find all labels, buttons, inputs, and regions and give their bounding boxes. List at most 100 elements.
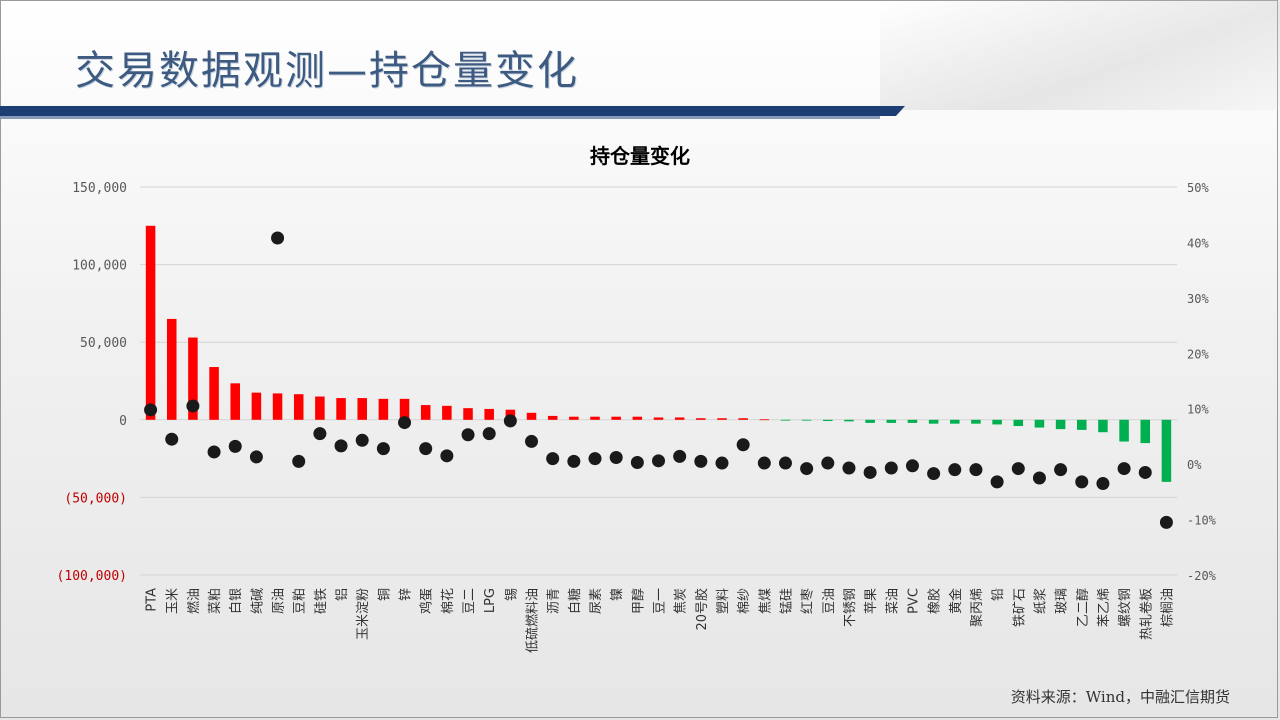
bar xyxy=(886,419,897,423)
bar xyxy=(1140,419,1151,444)
x-tick-label: 白银 xyxy=(228,588,244,614)
bar xyxy=(209,367,219,420)
decorative-background xyxy=(880,0,1280,110)
gridlines xyxy=(140,186,1177,576)
x-tick-label: 棕榈油 xyxy=(1160,588,1175,627)
bar xyxy=(632,416,643,420)
marker-point xyxy=(1032,471,1046,485)
marker-point xyxy=(144,403,158,417)
bar xyxy=(759,419,770,421)
marker-point xyxy=(165,432,179,446)
chart-title: 持仓量变化 xyxy=(590,144,690,168)
x-tick-label: 不锈钢 xyxy=(843,588,858,627)
marker-point xyxy=(630,455,644,469)
marker-point xyxy=(969,463,983,477)
marker-point xyxy=(927,467,941,481)
x-tick-label: 豆二 xyxy=(462,588,477,614)
bar xyxy=(1119,419,1129,442)
y2-tick-label: 0% xyxy=(1187,458,1202,472)
marker-point xyxy=(1075,475,1089,489)
y2-tick-label: -20% xyxy=(1187,569,1217,583)
bar xyxy=(399,398,410,420)
x-tick-label: LPG xyxy=(483,588,498,613)
marker-point xyxy=(673,449,687,463)
x-tick-label: 铁矿石 xyxy=(1012,588,1027,627)
marker-point xyxy=(715,456,729,470)
marker-point xyxy=(1138,465,1152,479)
x-tick-label: 聚丙烯 xyxy=(970,588,985,627)
x-tick-label: 菜粕 xyxy=(208,588,223,614)
x-tick-label: 红枣 xyxy=(800,588,816,614)
marker-point xyxy=(271,231,285,245)
x-tick-label: 尿素 xyxy=(589,588,604,614)
x-tick-label: 苹果 xyxy=(864,588,879,614)
bar xyxy=(1161,419,1172,482)
bar xyxy=(928,419,939,424)
x-tick-label: 棉花 xyxy=(440,588,456,614)
x-tick-label: 锌 xyxy=(399,588,414,601)
bar xyxy=(590,416,600,420)
x-tick-label: 豆一 xyxy=(653,588,668,614)
x-tick-label: PTA xyxy=(145,588,160,612)
marker-point xyxy=(990,475,1004,489)
x-tick-label: 沥青 xyxy=(547,588,562,614)
x-tick-label: 苯乙烯 xyxy=(1097,588,1112,627)
x-tick-label: 20号胶 xyxy=(694,588,710,631)
bar xyxy=(145,225,156,420)
marker-point xyxy=(1117,462,1131,476)
bar xyxy=(230,383,240,420)
marker-point xyxy=(334,439,348,453)
title-underline-bar xyxy=(0,106,905,116)
x-tick-label: 镍 xyxy=(610,588,625,601)
marker-point xyxy=(249,450,263,464)
x-tick-label: 甲醇 xyxy=(630,588,646,614)
x-tick-label: 纸浆 xyxy=(1033,588,1048,614)
y-tick-label: 0 xyxy=(119,414,127,429)
marker-point xyxy=(567,454,581,468)
marker-point xyxy=(355,433,369,447)
marker-point xyxy=(842,461,856,475)
x-tick-label: 玉米 xyxy=(166,588,181,614)
bar xyxy=(844,419,854,422)
x-tick-label: 白糖 xyxy=(567,588,583,614)
y2-tick-label: 30% xyxy=(1187,292,1209,306)
marker-point xyxy=(1096,477,1110,491)
marker-point xyxy=(482,427,496,441)
x-axis: PTA 玉米 燃油 菜粕 白银 纯碱 原油 豆粕 硅铁铝玉米淀粉铜锌鸡蛋 棉花 豆二 LPG 锡低硫燃料… xyxy=(145,588,1176,653)
marker-point xyxy=(525,434,539,448)
bar xyxy=(696,418,706,420)
x-tick-label: 豆油 xyxy=(822,588,837,614)
x-tick-label: 鸡蛋 xyxy=(419,588,435,614)
source-note: 资料来源：Wind，中融汇信期货 xyxy=(1010,688,1230,706)
bar xyxy=(420,405,431,420)
x-tick-label: 焦炭 xyxy=(674,588,689,614)
marker-point xyxy=(588,452,602,466)
x-tick-label: 乙二醇 xyxy=(1075,588,1091,627)
y-axis-right: 50% 40% 30% 20% 10% 0% -10% -20% xyxy=(1187,181,1217,583)
x-tick-label: 菜油 xyxy=(885,588,900,614)
y-tick-label: (50,000) xyxy=(64,491,127,506)
marker-point xyxy=(800,462,814,476)
bar xyxy=(1098,419,1108,433)
marker-point xyxy=(503,414,517,428)
x-tick-label: 锰硅 xyxy=(779,588,794,614)
x-tick-label: 塑料 xyxy=(716,588,731,614)
bar xyxy=(1034,419,1045,428)
page-title: 交易数据观测—持仓量变化 xyxy=(75,48,579,94)
x-tick-label: 硅铁 xyxy=(314,588,329,614)
title-underline-shadow xyxy=(0,116,880,119)
bar xyxy=(442,405,452,420)
bar xyxy=(315,396,325,420)
marker-point xyxy=(948,463,962,477)
y-tick-label: 50,000 xyxy=(80,336,127,351)
bar xyxy=(357,398,367,420)
x-tick-label: 橡胶 xyxy=(927,588,943,614)
marker-series xyxy=(144,231,1173,529)
x-tick-label: PVC xyxy=(906,588,921,614)
bar xyxy=(717,418,727,420)
bar xyxy=(738,418,748,420)
y2-tick-label: 10% xyxy=(1187,403,1209,417)
marker-point xyxy=(736,438,750,452)
marker-point xyxy=(1159,515,1173,529)
